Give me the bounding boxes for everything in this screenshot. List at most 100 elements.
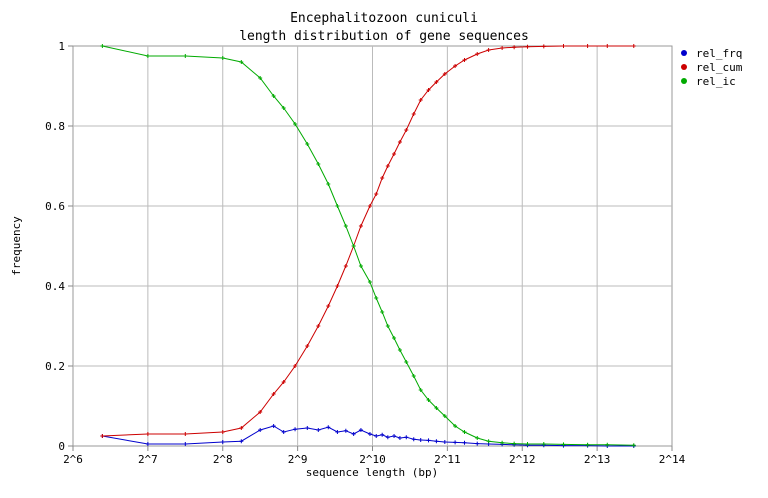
x-tick-label: 2^7 (138, 453, 158, 466)
data-point-rel-ic (418, 388, 423, 392)
legend-label-rel-frq: rel_frq (696, 47, 742, 60)
data-point-rel-frq (343, 428, 348, 433)
data-point-rel-ic (358, 264, 363, 268)
data-point-rel-ic (486, 439, 491, 444)
data-point-rel-frq (145, 442, 150, 446)
data-point-rel-ic (426, 398, 431, 402)
data-point-rel-frq (367, 432, 372, 436)
y-tick-label: 0.8 (45, 120, 65, 133)
data-point-rel-frq (411, 437, 416, 442)
x-tick-label: 2^6 (63, 453, 83, 466)
data-point-rel-ic (281, 106, 286, 110)
y-tick-label: 0.6 (45, 200, 65, 213)
y-tick-label: 0 (58, 440, 65, 453)
data-point-rel-cum (271, 392, 276, 396)
data-point-rel-cum (367, 204, 372, 208)
data-point-rel-cum (411, 112, 416, 116)
legend-label-rel-ic: rel_ic (696, 75, 736, 88)
data-point-rel-frq (434, 439, 439, 444)
data-point-rel-cum (404, 128, 409, 132)
data-point-rel-cum (475, 52, 480, 56)
data-point-rel-ic (183, 54, 188, 58)
data-point-rel-ic (100, 44, 105, 48)
data-point-rel-ic (561, 442, 566, 447)
data-point-rel-ic (343, 224, 348, 228)
x-axis-label: sequence length (bp) (306, 466, 438, 479)
data-point-rel-cum (434, 80, 439, 84)
data-point-rel-ic (392, 336, 397, 340)
data-point-rel-frq (335, 430, 340, 434)
data-point-rel-ic (585, 442, 590, 447)
x-axis-ticks: 2^6 2^7 2^8 2^9 2^10 2^11 2^12 2^13 2^14 (63, 446, 686, 466)
title-line-2: length distribution of gene sequences (239, 29, 529, 44)
data-point-rel-frq (358, 428, 363, 432)
data-point-rel-frq (462, 440, 467, 445)
data-point-rel-frq (183, 442, 188, 446)
data-point-rel-ic (326, 182, 331, 186)
data-point-rel-cum (374, 192, 379, 196)
data-point-rel-ic (271, 94, 276, 98)
data-point-rel-cum (541, 44, 546, 49)
data-point-rel-cum (631, 44, 636, 48)
data-point-rel-ic (453, 424, 458, 428)
data-point-rel-ic (293, 122, 298, 126)
data-point-rel-frq (239, 439, 244, 444)
legend-marker-rel-ic (681, 78, 687, 84)
data-point-rel-cum (442, 72, 447, 76)
data-point-rel-ic (374, 296, 379, 300)
data-point-rel-frq (374, 434, 379, 438)
data-point-rel-frq (281, 430, 286, 434)
data-point-rel-frq (326, 425, 331, 430)
data-point-rel-frq (385, 435, 390, 440)
y-tick-label: 0.4 (45, 280, 65, 293)
data-point-rel-ic (239, 60, 244, 64)
data-point-rel-frq (475, 441, 480, 446)
data-point-rel-cum (316, 324, 321, 328)
series-line-rel-ic (102, 45, 634, 446)
data-point-rel-cum (392, 152, 397, 156)
x-tick-label: 2^8 (213, 453, 233, 466)
data-point-rel-cum (605, 44, 610, 48)
data-point-rel-cum (326, 304, 331, 308)
data-point-rel-frq (305, 426, 310, 430)
series-layer (100, 44, 636, 448)
data-point-rel-ic (145, 54, 150, 58)
data-point-rel-frq (351, 432, 356, 436)
data-point-rel-ic (367, 280, 372, 284)
y-tick-label: 0.2 (45, 360, 65, 373)
grid-lines (73, 46, 672, 446)
data-point-rel-ic (434, 406, 439, 410)
data-point-rel-ic (380, 310, 385, 314)
data-point-rel-ic (512, 441, 517, 446)
data-point-rel-cum (343, 264, 348, 268)
data-point-rel-cum (100, 434, 105, 438)
data-point-rel-ic (541, 442, 546, 446)
data-point-rel-frq (453, 440, 458, 445)
data-point-rel-frq (397, 436, 402, 440)
data-point-rel-frq (426, 438, 431, 443)
data-point-rel-cum (418, 98, 423, 102)
series-line-rel-frq (102, 425, 634, 447)
x-tick-label: 2^13 (584, 453, 611, 466)
data-point-rel-frq (392, 434, 397, 438)
data-point-rel-ic (316, 162, 321, 166)
x-tick-label: 2^14 (659, 453, 686, 466)
data-point-rel-ic (442, 414, 447, 418)
data-point-rel-ic (475, 436, 480, 440)
data-point-rel-frq (258, 428, 263, 432)
chart-title: Encephalitozoon cuniculi length distribu… (239, 11, 529, 44)
data-point-rel-ic (525, 442, 530, 446)
data-point-rel-cum (335, 284, 340, 288)
data-point-rel-cum (281, 380, 286, 384)
x-tick-label: 2^11 (434, 453, 461, 466)
series-line-rel-cum (102, 45, 634, 437)
data-point-rel-ic (631, 443, 636, 448)
title-line-1: Encephalitozoon cuniculi (290, 11, 478, 26)
data-point-rel-ic (605, 442, 610, 447)
data-point-rel-cum (486, 48, 491, 52)
data-point-rel-cum (462, 58, 467, 62)
y-axis-label: frequency (10, 216, 23, 276)
data-point-rel-ic (335, 204, 340, 208)
